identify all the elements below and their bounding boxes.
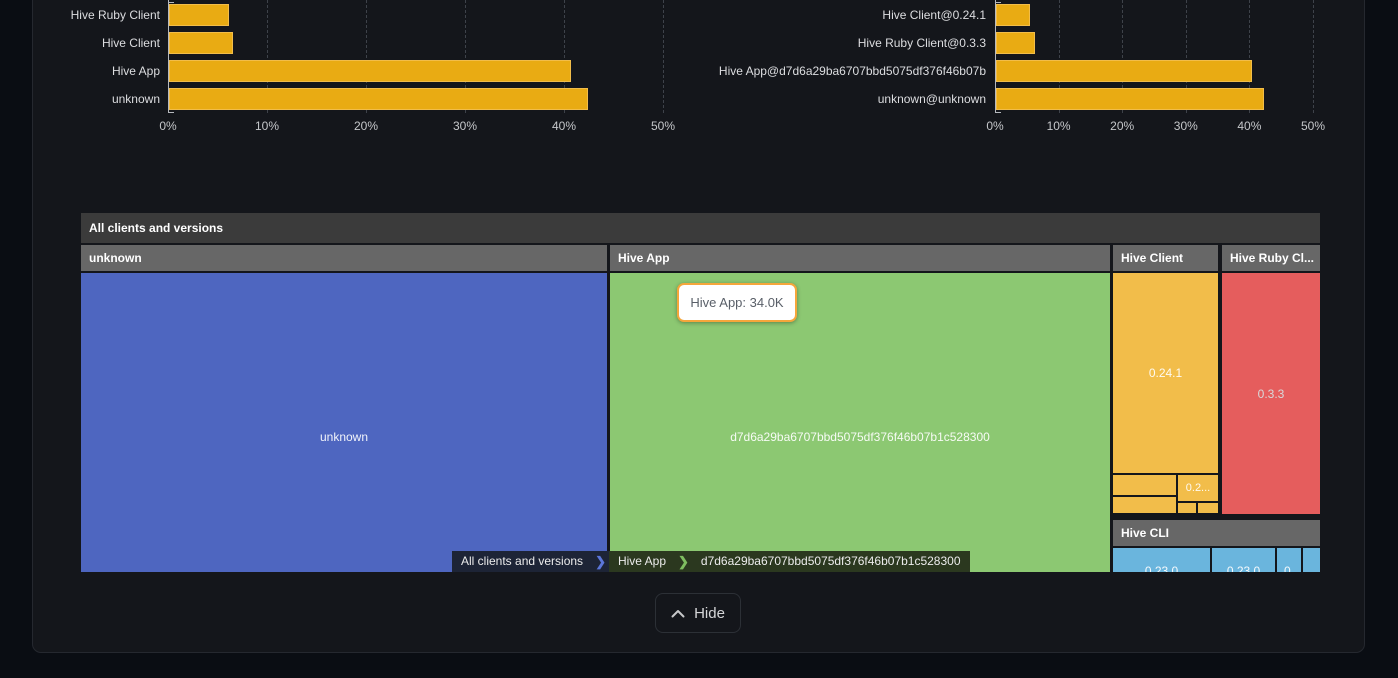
- treemap-group-header[interactable]: unknown: [81, 245, 607, 271]
- bar-hive-app-hash[interactable]: [996, 60, 1253, 82]
- gridline: [1249, 0, 1251, 113]
- tooltip: Hive App: 34.0K: [677, 283, 797, 322]
- x-tick: 20%: [353, 119, 379, 133]
- left-bar-chart-plot: [168, 0, 664, 113]
- treemap-cell-unknown[interactable]: unknown: [81, 273, 607, 572]
- gridline: [465, 0, 466, 113]
- x-tick: 40%: [1237, 119, 1262, 133]
- x-tick: 30%: [452, 119, 478, 133]
- left-chart-x-ticks: 0% 10% 20% 30% 40% 50%: [159, 119, 675, 135]
- treemap-group-header[interactable]: Hive Ruby Cl...: [1222, 245, 1320, 271]
- gridline: [663, 0, 664, 113]
- x-tick: 0%: [986, 119, 1004, 133]
- treemap-group-hive-client: Hive Client 0.24.1 0.2...: [1113, 245, 1218, 572]
- x-tick: 50%: [1300, 119, 1326, 133]
- tooltip-text: Hive App: 34.0K: [690, 295, 784, 310]
- y-axis-line: [168, 0, 174, 113]
- gridline: [564, 0, 565, 113]
- breadcrumb-item-hive-app[interactable]: Hive App: [608, 551, 675, 572]
- bar-hive-client-0-24-1[interactable]: [996, 4, 1030, 26]
- treemap-group-header[interactable]: Hive CLI: [1113, 520, 1320, 546]
- x-tick: 30%: [1173, 119, 1198, 133]
- y-axis-line: [995, 0, 1001, 113]
- chevron-right-icon: ❯: [592, 551, 609, 572]
- treemap-cell-0-23-0[interactable]: 0.23.0: [1113, 548, 1210, 572]
- x-tick: 10%: [254, 119, 280, 133]
- x-tick: 0%: [159, 119, 177, 133]
- chevron-up-icon: [671, 609, 685, 618]
- treemap-group-header[interactable]: Hive App: [610, 245, 1110, 271]
- breadcrumb: All clients and versions ❯ Hive App ❯ d7…: [452, 551, 970, 572]
- x-tick: 40%: [551, 119, 577, 133]
- treemap-cell-0-3-3[interactable]: 0.3.3: [1222, 273, 1320, 514]
- right-bar-chart-plot: [995, 0, 1314, 113]
- bar-unknown-unknown[interactable]: [996, 88, 1265, 110]
- bar-hive-ruby-client[interactable]: [169, 4, 230, 26]
- gridline: [1313, 0, 1314, 113]
- x-tick: 50%: [650, 119, 676, 133]
- category-label: Hive Ruby Client@0.3.3: [857, 36, 986, 50]
- treemap-group-header[interactable]: Hive Client: [1113, 245, 1218, 271]
- chevron-right-icon: ❯: [675, 551, 692, 572]
- bar-hive-client[interactable]: [169, 32, 234, 54]
- treemap-cell[interactable]: [1303, 548, 1320, 572]
- x-tick: 10%: [1046, 119, 1071, 133]
- treemap-group-unknown: unknown unknown: [81, 245, 607, 572]
- treemap-title[interactable]: All clients and versions: [81, 213, 1320, 243]
- breadcrumb-item-all-clients[interactable]: All clients and versions: [452, 551, 593, 572]
- bar-hive-app[interactable]: [169, 60, 571, 82]
- category-label: unknown: [111, 92, 160, 106]
- bar-hive-ruby-client-0-3-3[interactable]: [996, 32, 1035, 54]
- breadcrumb-item-hash[interactable]: d7d6a29ba6707bbd5075df376f46b07b1c528300: [691, 551, 970, 572]
- treemap-cell[interactable]: [1113, 497, 1176, 513]
- category-label: Hive App@d7d6a29ba6707bbd5075df376f46b07…: [718, 64, 986, 78]
- treemap-cell[interactable]: [1178, 503, 1196, 513]
- treemap-cell[interactable]: 0.: [1277, 548, 1301, 572]
- treemap-cell[interactable]: [1113, 475, 1176, 495]
- right-chart-x-ticks: 0% 10% 20% 30% 40% 50%: [986, 119, 1325, 135]
- hide-button[interactable]: Hide: [655, 593, 741, 633]
- category-label: Hive Client: [101, 36, 160, 50]
- gridline: [1122, 0, 1124, 113]
- hide-button-label: Hide: [694, 604, 725, 622]
- bar-unknown[interactable]: [169, 88, 588, 110]
- treemap-group-hive-ruby-client: Hive Ruby Cl... 0.3.3: [1222, 245, 1320, 572]
- gridline: [1058, 0, 1060, 113]
- treemap-cell-0-24-1[interactable]: 0.24.1: [1113, 273, 1218, 473]
- x-tick: 20%: [1110, 119, 1135, 133]
- treemap-cell-label: d7d6a29ba6707bbd5075df376f46b07b1c528300: [730, 430, 990, 444]
- treemap-group-hive-app: Hive App d7d6a29ba6707bbd5075df376f46b07…: [610, 245, 1110, 572]
- category-label: unknown@unknown: [877, 92, 986, 106]
- gridline: [1185, 0, 1187, 113]
- treemap-group-hive-cli: Hive CLI 0.23.0 0.23.0 0.: [1113, 520, 1320, 572]
- treemap-cell-0-2[interactable]: 0.2...: [1178, 475, 1218, 501]
- treemap-all-clients-and-versions: All clients and versions unknown unknown…: [81, 213, 1320, 572]
- treemap-cell[interactable]: [1198, 503, 1218, 513]
- category-label: Hive Client@0.24.1: [882, 8, 986, 22]
- treemap-cell-hive-app-hash[interactable]: d7d6a29ba6707bbd5075df376f46b07b1c528300: [610, 273, 1110, 572]
- treemap-cell-0-23-0[interactable]: 0.23.0: [1212, 548, 1275, 572]
- gridline: [366, 0, 367, 113]
- gridline: [267, 0, 268, 113]
- category-label: Hive App: [111, 64, 160, 78]
- category-label: Hive Ruby Client: [70, 8, 160, 22]
- treemap-cell-label: unknown: [319, 430, 369, 444]
- treemap-group-body: 0.24.1 0.2...: [1113, 273, 1218, 572]
- treemap-group-body: 0.23.0 0.23.0 0.: [1113, 548, 1320, 572]
